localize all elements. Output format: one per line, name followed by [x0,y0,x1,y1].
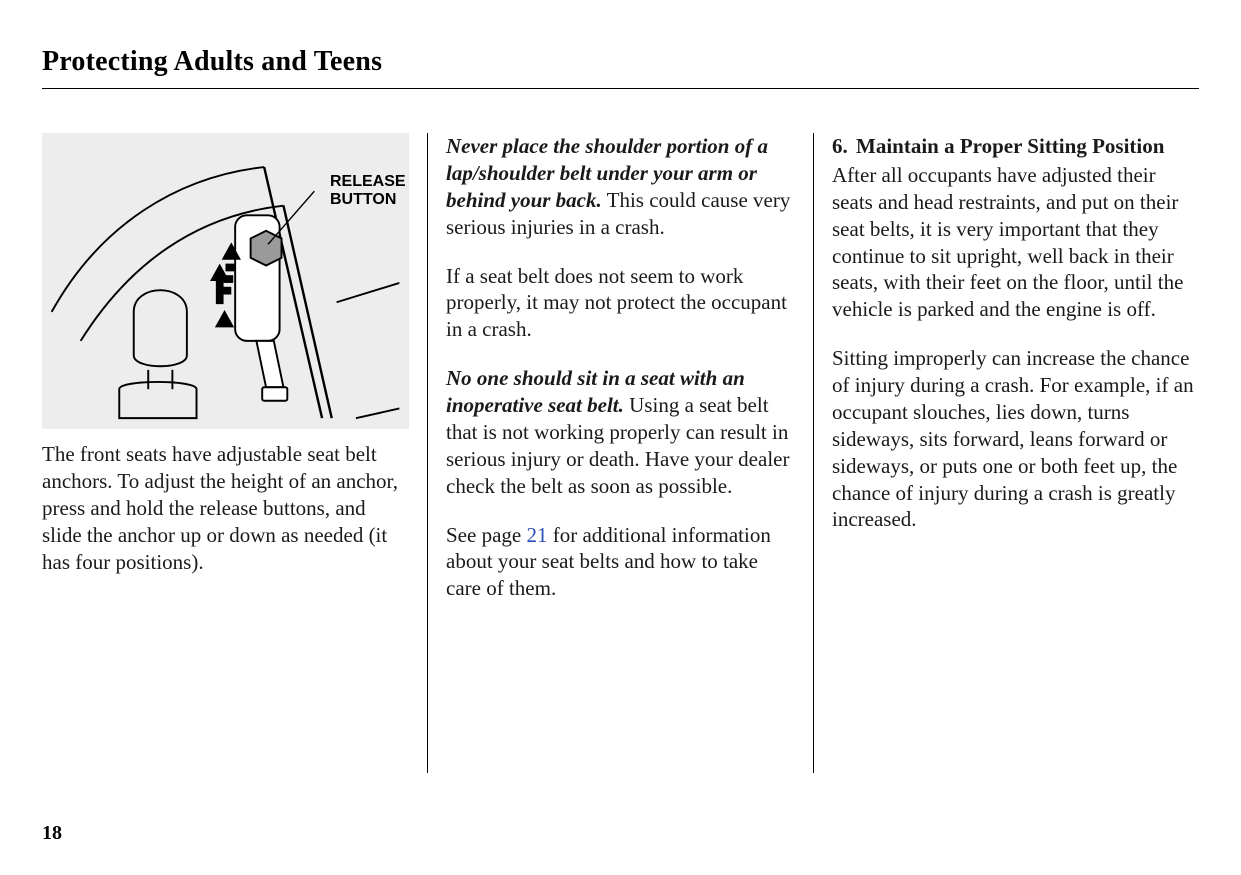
col2-paragraph-4: See page 21 for additional information a… [446,522,795,603]
column-2: Never place the shoulder portion of a la… [428,133,813,773]
col2-paragraph-2: If a seat belt does not seem to work pro… [446,263,795,344]
section-title: Maintain a Proper Sitting Position [856,133,1199,160]
col2-paragraph-3: No one should sit in a seat with an inop… [446,365,795,499]
column-3: 6. Maintain a Proper Sitting Position Af… [814,133,1199,773]
content-columns: RELEASE BUTTON The front seats have adju… [42,133,1199,773]
col3-paragraph-1: After all occupants have adjusted their … [832,162,1199,323]
col3-paragraph-2: Sitting improperly can increase the chan… [832,345,1199,533]
title-rule [42,88,1199,89]
seatbelt-anchor-figure: RELEASE BUTTON [42,133,409,429]
col2-paragraph-1: Never place the shoulder portion of a la… [446,133,795,241]
column-1: RELEASE BUTTON The front seats have adju… [42,133,427,773]
page-21-link[interactable]: 21 [526,523,547,547]
col2-p4-a: See page [446,523,526,547]
col1-paragraph-1: The front seats have adjustable seat bel… [42,441,409,575]
page-title: Protecting Adults and Teens [42,46,1199,78]
section-number: 6. [832,133,856,160]
release-button-label: RELEASE BUTTON [330,173,406,208]
section-6-heading: 6. Maintain a Proper Sitting Position [832,133,1199,160]
page-number: 18 [42,822,62,845]
